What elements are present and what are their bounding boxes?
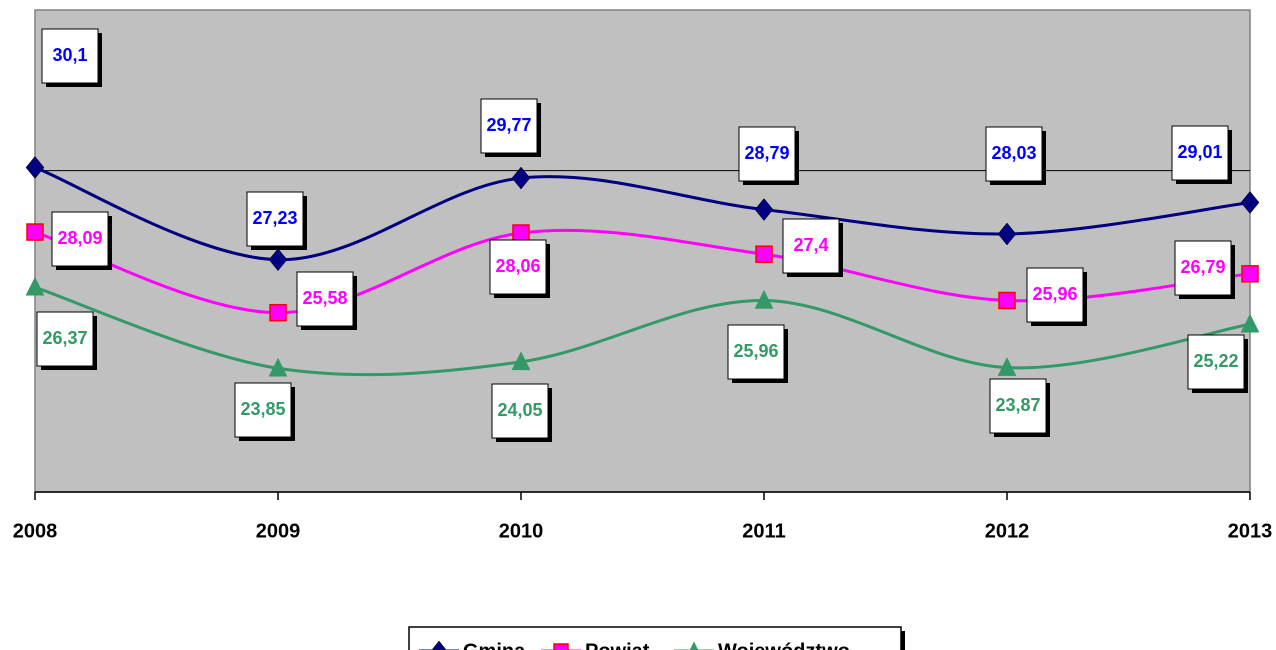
data-label: 28,03 — [991, 143, 1036, 163]
label-box — [1171, 125, 1229, 181]
marker — [25, 276, 45, 296]
x-axis: 2008 2009 2010 2011 2012 2013 — [13, 491, 1273, 542]
marker — [1240, 191, 1260, 214]
label-box — [246, 191, 304, 247]
data-label: 28,79 — [744, 143, 789, 163]
marker — [25, 156, 45, 179]
marker — [1241, 265, 1259, 283]
data-label: 25,96 — [733, 341, 778, 361]
legend-label: Województwo — [718, 640, 850, 650]
data-label: 27,23 — [252, 208, 297, 228]
data-label: 24,05 — [497, 400, 542, 420]
label-box — [480, 98, 538, 154]
data-labels: 30,1 27,23 29,77 28,79 28,03 29,01 28,09 25,58 2… — [36, 28, 1248, 442]
x-tick-label: 2013 — [1228, 520, 1273, 542]
marker — [268, 357, 288, 377]
series-line — [34, 285, 1251, 377]
marker — [997, 222, 1017, 246]
data-label: 29,77 — [486, 115, 531, 135]
label-box — [1026, 267, 1084, 323]
x-tick-label: 2008 — [13, 520, 58, 542]
data-label: 25,58 — [302, 288, 347, 308]
label-box — [738, 126, 796, 182]
data-label: 23,85 — [240, 399, 285, 419]
legend-box — [408, 626, 902, 650]
data-label: 28,09 — [57, 228, 102, 248]
marker — [998, 291, 1016, 310]
data-label: 23,87 — [995, 395, 1040, 415]
legend-label: Gmina — [463, 640, 526, 650]
data-label: 28,06 — [495, 256, 540, 276]
marker — [754, 289, 774, 309]
marker — [755, 245, 773, 263]
label-box — [41, 28, 99, 84]
marker — [26, 223, 44, 241]
marker — [269, 303, 287, 322]
label-box — [51, 211, 109, 267]
marker — [512, 224, 530, 242]
data-label: 27,4 — [793, 235, 828, 255]
marker — [511, 166, 531, 190]
plot-area — [34, 9, 1251, 493]
legend-label: Powiat — [585, 640, 650, 650]
x-tick-label: 2011 — [742, 520, 785, 542]
legend: Gmina Powiat Województwo — [408, 626, 905, 650]
data-label: 26,79 — [1180, 257, 1225, 277]
x-tick-label: 2009 — [256, 520, 301, 542]
series-line — [34, 166, 1251, 262]
label-box — [1187, 334, 1245, 390]
data-label: 26,37 — [42, 328, 87, 348]
label-box — [491, 383, 549, 439]
marker — [511, 351, 531, 371]
marker — [1240, 313, 1260, 333]
label-box — [36, 311, 94, 367]
marker — [689, 641, 699, 650]
label-box — [1174, 240, 1232, 296]
x-tick-label: 2012 — [985, 520, 1030, 542]
lines — [25, 156, 1260, 377]
data-label: 25,22 — [1193, 351, 1238, 371]
data-label: 25,96 — [1032, 284, 1077, 304]
marker — [754, 198, 774, 221]
label-box — [489, 239, 547, 295]
label-box — [234, 382, 292, 438]
data-label: 30,1 — [52, 45, 87, 65]
label-box — [727, 324, 785, 380]
marker — [997, 357, 1017, 376]
x-tick-label: 2010 — [499, 520, 544, 542]
label-box — [782, 218, 840, 274]
label-box — [985, 126, 1043, 182]
label-box — [989, 378, 1047, 434]
data-label: 29,01 — [1177, 142, 1222, 162]
label-box — [296, 271, 354, 327]
marker — [553, 643, 569, 650]
marker — [268, 248, 288, 272]
marker — [431, 640, 447, 650]
